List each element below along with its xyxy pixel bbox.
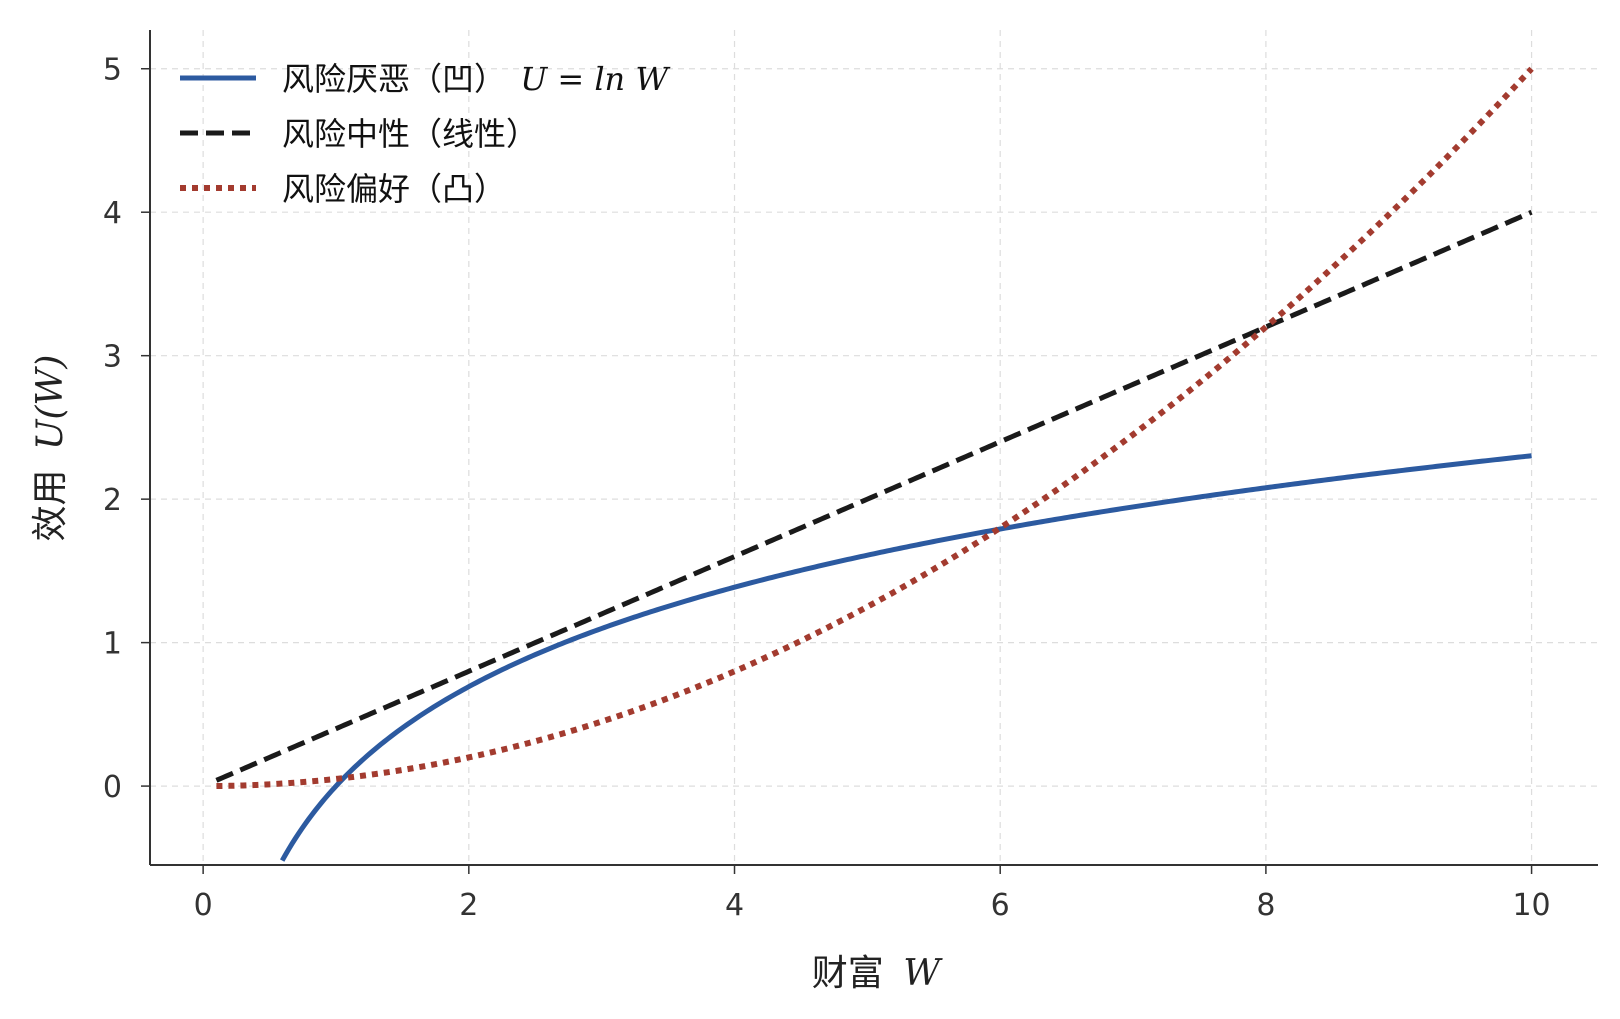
risk-seeking-curve (216, 66, 1534, 790)
y-tick-label: 2 (103, 483, 122, 518)
legend-label-risk-seeking: 风险偏好（凸） (282, 170, 506, 208)
y-tick-label: 3 (103, 340, 122, 375)
series-lines (215, 66, 1534, 862)
x-tick-label: 8 (1256, 888, 1275, 923)
y-tick-label: 1 (103, 627, 122, 662)
legend-label-risk-averse-text: 风险厌恶（凹） (282, 60, 506, 98)
legend-label-risk-averse: 风险厌恶（凹） U = ln W (282, 60, 671, 98)
grid-lines (150, 30, 1598, 865)
y-axis-label-text: 效用 (30, 469, 71, 541)
x-tick-label: 2 (459, 888, 478, 923)
x-tick-label: 0 (194, 888, 213, 923)
y-tick-label: 5 (103, 53, 122, 88)
x-axis-label-math: W (903, 953, 943, 994)
risk-averse-curve (280, 453, 1532, 862)
tick-marks: 0 2 4 6 8 10 0 1 2 3 4 5 (103, 53, 1551, 923)
x-tick-label: 4 (725, 888, 744, 923)
y-axis-label: 效用 U(W) (30, 355, 71, 542)
legend: 风险厌恶（凹） U = ln W 风险中性（线性） 风险偏好（凸） (180, 60, 671, 208)
x-tick-label: 6 (991, 888, 1010, 923)
axes (149, 30, 1598, 866)
legend-label-risk-averse-math: U = ln W (520, 60, 671, 98)
legend-label-risk-neutral: 风险中性（线性） (282, 115, 538, 153)
y-tick-label: 4 (103, 196, 122, 231)
y-axis-label-math: U(W) (30, 355, 71, 450)
x-axis-label: 财富 W (812, 953, 943, 994)
risk-neutral-line (215, 209, 1533, 783)
y-tick-label: 0 (103, 770, 122, 805)
x-tick-label: 10 (1512, 888, 1550, 923)
x-axis-label-text: 财富 (812, 953, 884, 994)
